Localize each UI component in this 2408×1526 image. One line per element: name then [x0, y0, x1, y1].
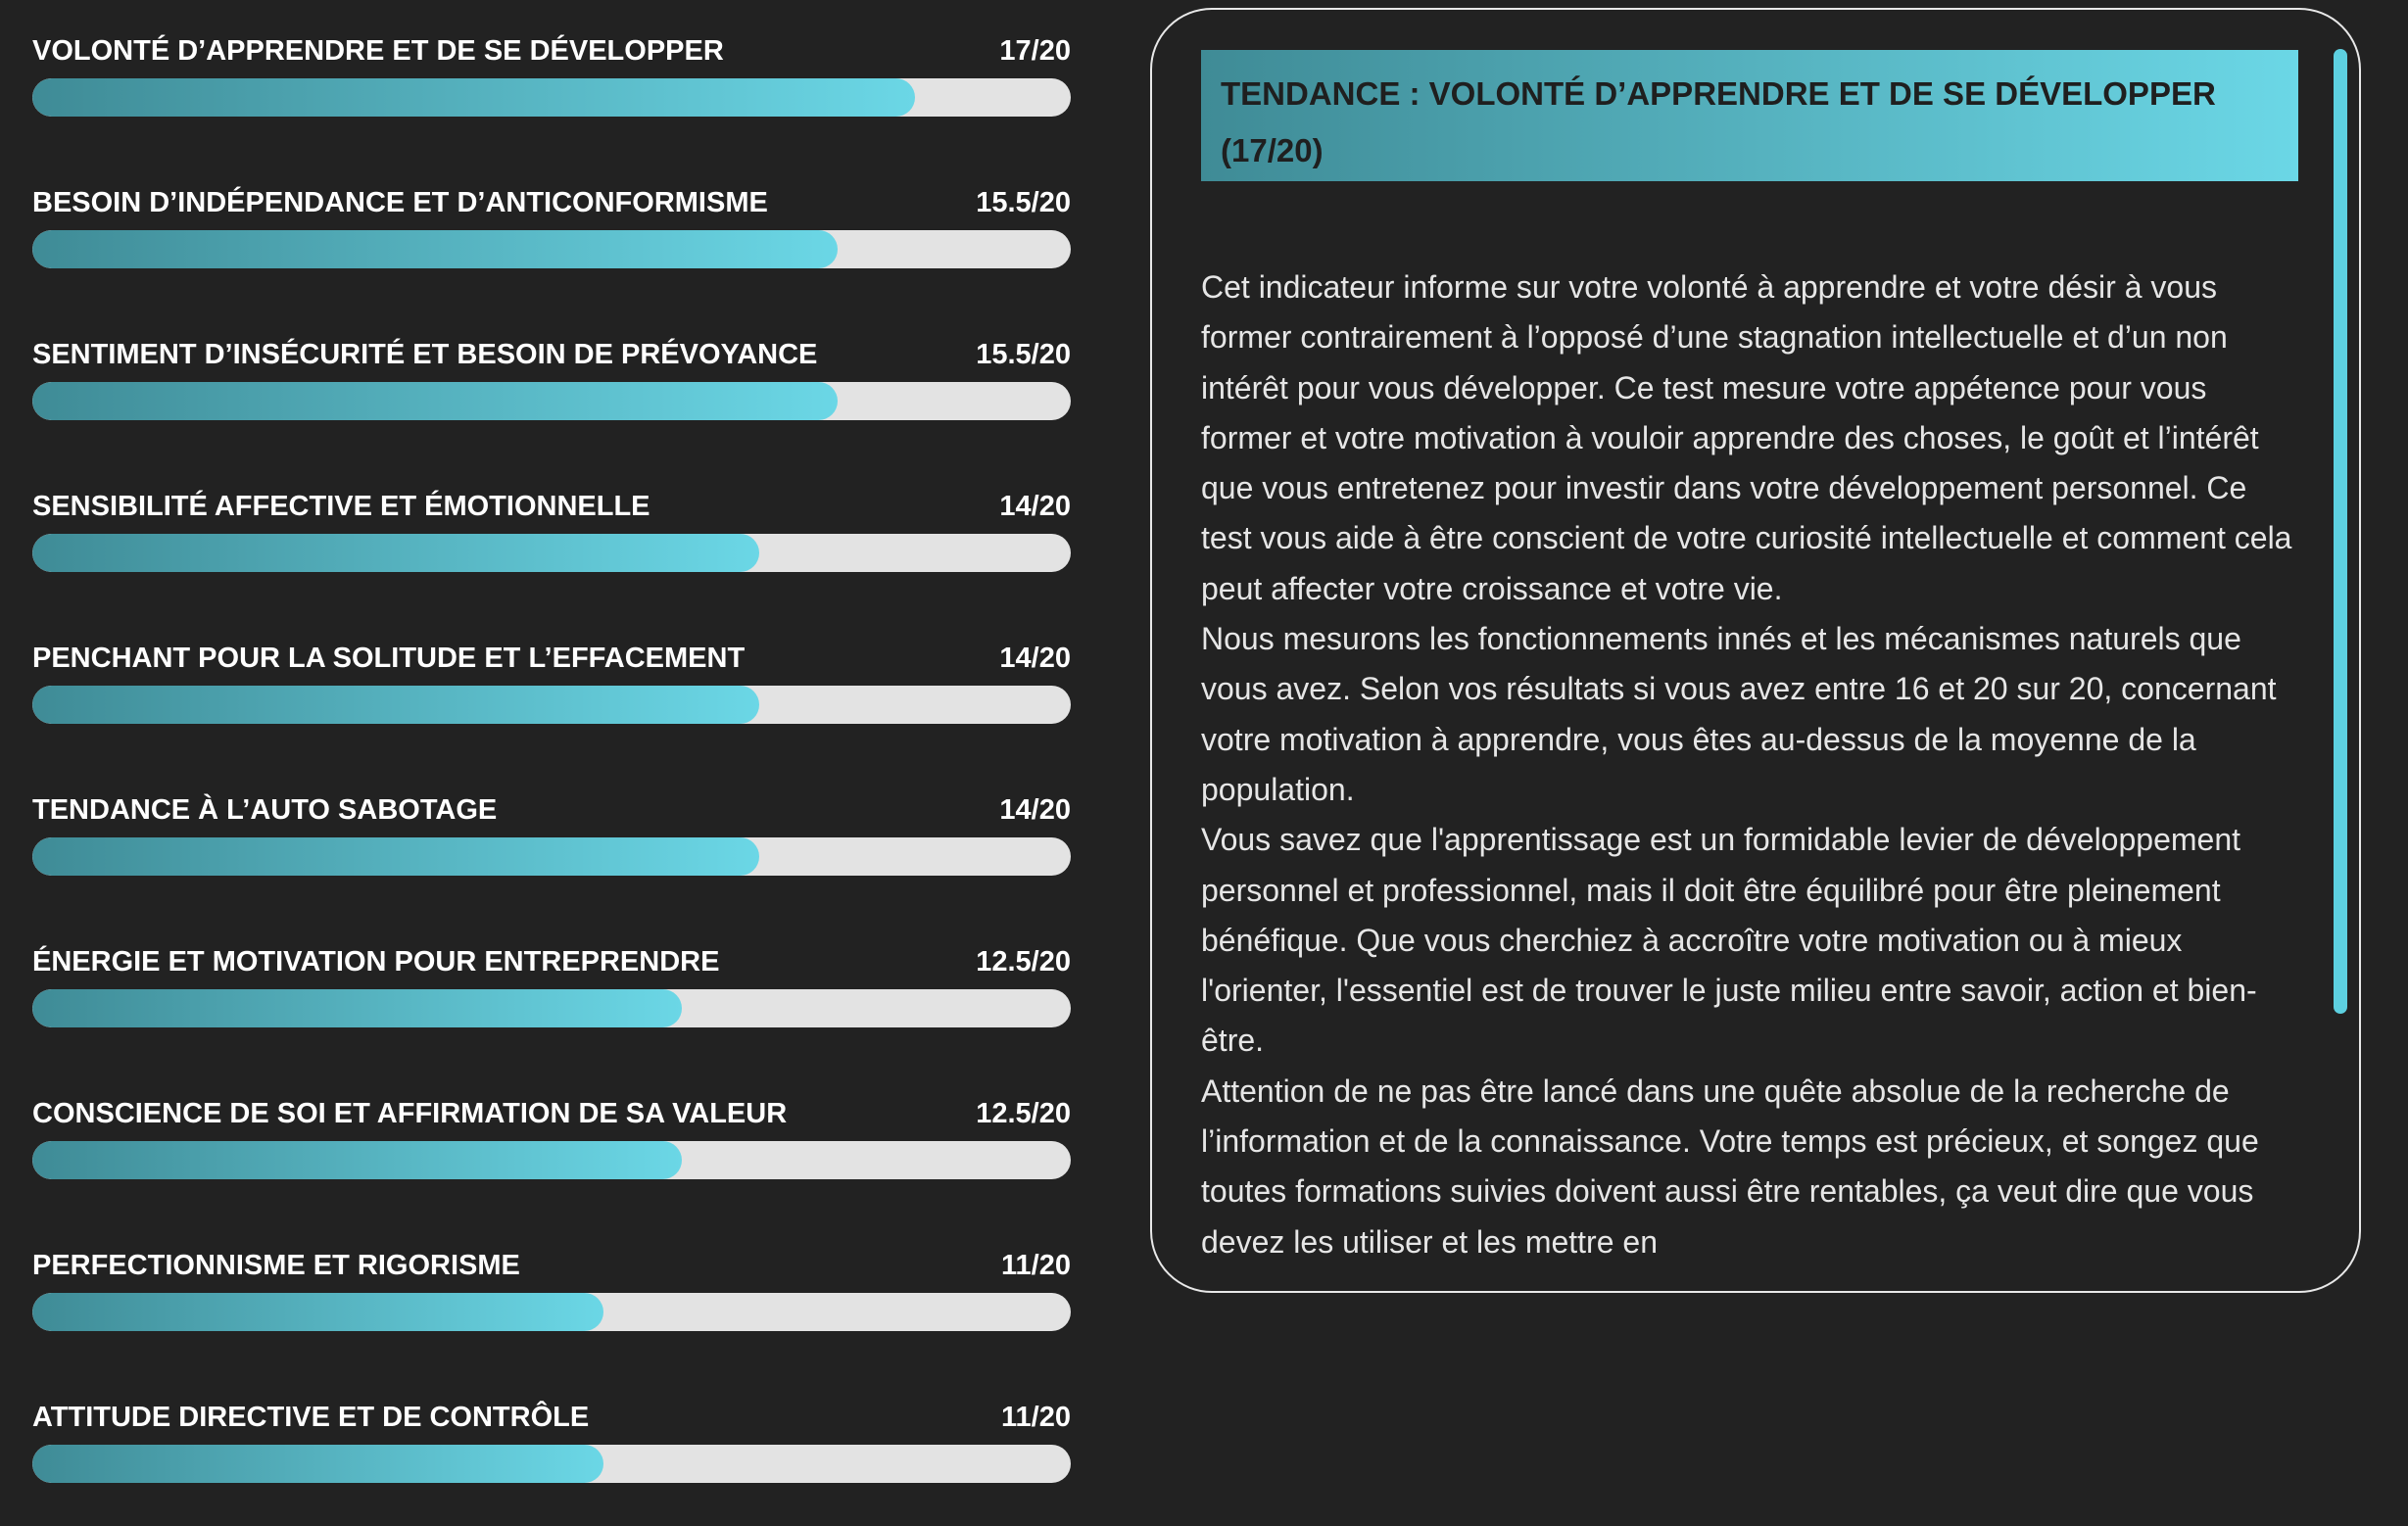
paragraph: Nous mesurons les fonctionnements innés …: [1201, 621, 2277, 807]
paragraph: Vous savez que l'apprentissage est un fo…: [1201, 822, 2257, 1059]
score-row[interactable]: TENDANCE À L’AUTO SABOTAGE 14/20: [32, 788, 1071, 896]
score-value: 12.5/20: [976, 1098, 1071, 1129]
paragraph: Attention de ne pas être lancé dans une …: [1201, 1073, 2259, 1260]
score-label: CONSCIENCE DE SOI ET AFFIRMATION DE SA V…: [32, 1098, 788, 1129]
bar-fill: [32, 989, 682, 1027]
bar-fill: [32, 534, 759, 572]
score-row[interactable]: SENTIMENT D’INSÉCURITÉ ET BESOIN DE PRÉV…: [32, 333, 1071, 441]
score-value: 11/20: [1001, 1402, 1071, 1433]
bar-track: [32, 230, 1071, 268]
score-value: 11/20: [1001, 1250, 1071, 1281]
score-row[interactable]: ÉNERGIE ET MOTIVATION POUR ENTREPRENDRE 1…: [32, 940, 1071, 1048]
score-label: ÉNERGIE ET MOTIVATION POUR ENTREPRENDRE: [32, 946, 720, 978]
bar-fill: [32, 1445, 603, 1483]
score-label: SENSIBILITÉ AFFECTIVE ET ÉMOTIONNELLE: [32, 491, 650, 522]
bar-fill: [32, 1293, 603, 1331]
bar-track: [32, 1293, 1071, 1331]
bar-track: [32, 534, 1071, 572]
score-label: TENDANCE À L’AUTO SABOTAGE: [32, 794, 498, 826]
detail-text: Cet indicateur informe sur votre volonté…: [1201, 262, 2298, 1267]
bar-fill: [32, 837, 759, 876]
score-row[interactable]: PERFECTIONNISME ET RIGORISME 11/20: [32, 1244, 1071, 1352]
score-label: BESOIN D’INDÉPENDANCE ET D’ANTICONFORMIS…: [32, 187, 768, 218]
score-row[interactable]: BESOIN D’INDÉPENDANCE ET D’ANTICONFORMIS…: [32, 181, 1071, 289]
scrollbar[interactable]: [2334, 49, 2347, 1014]
bar-fill: [32, 1141, 682, 1179]
paragraph: Cet indicateur informe sur votre volonté…: [1201, 269, 2292, 606]
bar-track: [32, 78, 1071, 117]
score-value: 14/20: [999, 491, 1071, 522]
score-label: SENTIMENT D’INSÉCURITÉ ET BESOIN DE PRÉV…: [32, 339, 818, 370]
bar-track: [32, 837, 1071, 876]
bar-track: [32, 989, 1071, 1027]
bar-track: [32, 686, 1071, 724]
score-row[interactable]: PENCHANT POUR LA SOLITUDE ET L’EFFACEMEN…: [32, 637, 1071, 744]
score-value: 12.5/20: [976, 946, 1071, 978]
bar-fill: [32, 686, 759, 724]
score-value: 14/20: [999, 794, 1071, 826]
bar-track: [32, 1141, 1071, 1179]
score-value: 15.5/20: [976, 187, 1071, 218]
bar-fill: [32, 78, 915, 117]
score-row[interactable]: ATTITUDE DIRECTIVE ET DE CONTRÔLE 11/20: [32, 1396, 1071, 1503]
score-row[interactable]: CONSCIENCE DE SOI ET AFFIRMATION DE SA V…: [32, 1092, 1071, 1200]
bar-fill: [32, 382, 838, 420]
score-label: VOLONTÉ D’APPRENDRE ET DE SE DÉVELOPPER: [32, 35, 724, 67]
score-value: 17/20: [999, 35, 1071, 67]
detail-panel: TENDANCE : VOLONTÉ D’APPRENDRE ET DE SE …: [1150, 8, 2361, 1293]
bar-fill: [32, 230, 838, 268]
bar-track: [32, 382, 1071, 420]
score-row[interactable]: SENSIBILITÉ AFFECTIVE ET ÉMOTIONNELLE 14/…: [32, 485, 1071, 593]
score-row[interactable]: VOLONTÉ D’APPRENDRE ET DE SE DÉVELOPPER 1…: [32, 29, 1071, 137]
score-label: PERFECTIONNISME ET RIGORISME: [32, 1250, 520, 1281]
bar-track: [32, 1445, 1071, 1483]
score-label: ATTITUDE DIRECTIVE ET DE CONTRÔLE: [32, 1402, 590, 1433]
detail-title: TENDANCE : VOLONTÉ D’APPRENDRE ET DE SE …: [1201, 50, 2298, 181]
score-value: 15.5/20: [976, 339, 1071, 370]
score-value: 14/20: [999, 643, 1071, 674]
score-label: PENCHANT POUR LA SOLITUDE ET L’EFFACEMEN…: [32, 643, 746, 674]
